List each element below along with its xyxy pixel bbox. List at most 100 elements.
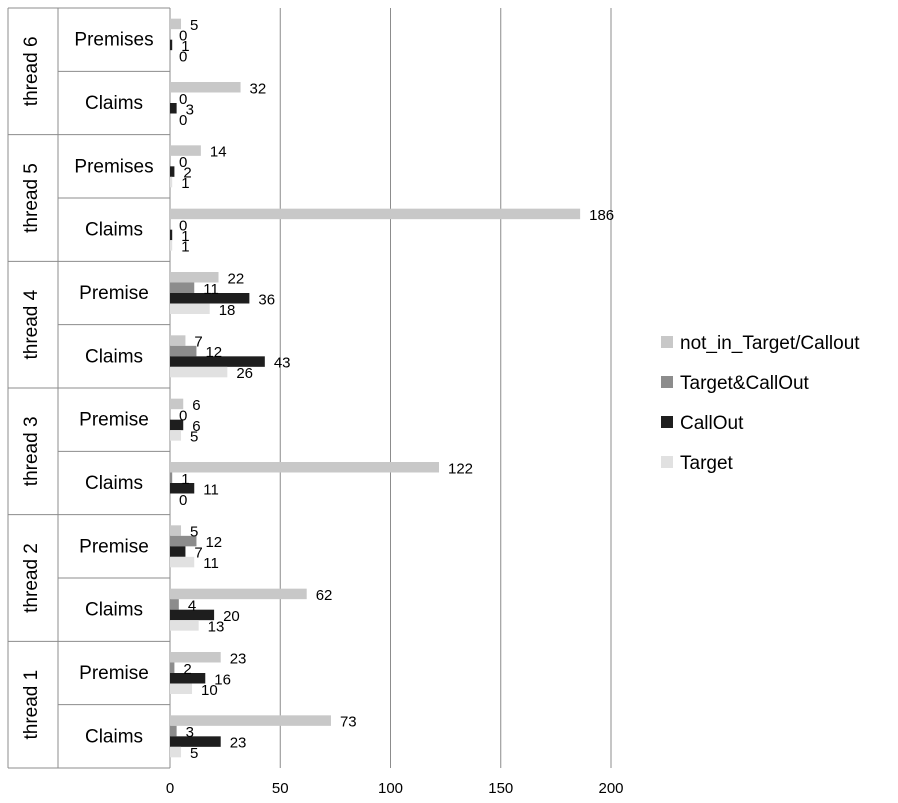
bar xyxy=(170,673,206,684)
data-label: 7 xyxy=(194,334,202,351)
data-label: 16 xyxy=(214,671,231,688)
category-axis-frame xyxy=(7,7,171,769)
bar xyxy=(170,272,219,283)
bar xyxy=(170,525,182,536)
bar xyxy=(170,282,195,293)
data-label: 0 xyxy=(179,91,187,108)
data-label: 20 xyxy=(223,608,240,625)
data-label: 12 xyxy=(205,344,222,361)
legend-label: Target&CallOut xyxy=(680,373,810,394)
data-label: 3 xyxy=(186,724,194,741)
bar xyxy=(170,652,221,663)
data-label: 12 xyxy=(205,534,222,551)
data-label: 13 xyxy=(208,618,225,635)
legend: not_in_Target/Callout Target&CallOut CallO… xyxy=(661,333,860,474)
category-label: Claims xyxy=(85,726,143,747)
bar xyxy=(170,240,173,251)
bar xyxy=(170,609,215,621)
data-label: 5 xyxy=(190,428,198,445)
thread-label: thread 5 xyxy=(21,163,42,233)
data-label: 26 xyxy=(236,365,253,382)
bar xyxy=(170,620,199,631)
bar xyxy=(170,419,184,431)
data-label: 3 xyxy=(186,101,194,118)
bar xyxy=(170,662,175,673)
data-label: 1 xyxy=(181,38,189,55)
bar xyxy=(170,18,182,30)
data-label: 62 xyxy=(316,587,333,604)
data-label: 1 xyxy=(181,228,189,245)
thread-label: thread 3 xyxy=(21,416,42,486)
data-label: 0 xyxy=(179,27,187,44)
legend-label: CallOut xyxy=(680,413,744,434)
category-label: Claims xyxy=(85,220,143,241)
data-label: 32 xyxy=(250,80,267,97)
x-tick-label: 150 xyxy=(488,780,513,797)
bar xyxy=(170,746,182,758)
bar xyxy=(170,176,173,188)
data-label: 14 xyxy=(210,144,227,161)
data-label: 6 xyxy=(192,397,200,414)
category-label: Premise xyxy=(79,663,149,684)
legend-swatch xyxy=(661,376,673,388)
category-label: Claims xyxy=(85,473,143,494)
bar xyxy=(170,103,177,114)
data-label: 0 xyxy=(179,217,187,234)
x-tick-label: 200 xyxy=(598,780,623,797)
bar xyxy=(170,715,331,726)
bar xyxy=(170,208,581,220)
category-label: Claims xyxy=(85,346,143,367)
data-label: 6 xyxy=(192,418,200,435)
data-label: 23 xyxy=(230,650,247,667)
data-label: 73 xyxy=(340,714,357,731)
bars xyxy=(170,18,581,758)
data-label: 0 xyxy=(179,407,187,424)
bar xyxy=(170,588,307,600)
category-label: Claims xyxy=(85,93,143,114)
thread-label: thread 2 xyxy=(21,543,42,613)
data-label: 2 xyxy=(183,661,191,678)
bar xyxy=(170,430,182,441)
bar xyxy=(170,556,195,568)
bar xyxy=(170,398,184,410)
category-label: Premises xyxy=(74,30,153,51)
bar xyxy=(170,725,177,737)
gridlines xyxy=(279,8,612,768)
bar xyxy=(170,356,265,367)
data-label: 1 xyxy=(181,238,189,255)
data-label: 7 xyxy=(194,545,202,562)
legend-label: Target xyxy=(680,453,734,474)
bar xyxy=(170,145,201,156)
data-label: 11 xyxy=(203,555,219,572)
data-label: 18 xyxy=(219,302,236,319)
bar xyxy=(170,483,195,494)
category-label: Premise xyxy=(79,536,149,557)
bar xyxy=(170,683,193,694)
data-label: 5 xyxy=(190,745,198,762)
thread-label: thread 4 xyxy=(21,289,42,359)
bar xyxy=(170,462,440,473)
data-label: 4 xyxy=(188,597,196,614)
data-label: 5 xyxy=(190,17,198,34)
data-label: 10 xyxy=(201,682,218,699)
bar xyxy=(170,345,197,357)
legend-swatch xyxy=(661,456,673,468)
bar xyxy=(170,736,221,747)
category-label: Premise xyxy=(79,283,149,304)
bar xyxy=(170,229,173,241)
data-label: 36 xyxy=(258,291,275,308)
data-label: 43 xyxy=(274,355,291,372)
x-tick-label: 0 xyxy=(166,780,174,797)
data-label: 1 xyxy=(181,175,189,192)
bar xyxy=(170,546,186,557)
data-labels: 5010320301402118601122113618712432660651… xyxy=(179,17,614,762)
data-label: 11 xyxy=(203,481,219,498)
x-tick-label: 50 xyxy=(272,780,289,797)
bar xyxy=(170,535,197,547)
data-label: 0 xyxy=(179,48,187,65)
data-label: 0 xyxy=(179,154,187,171)
data-label: 11 xyxy=(203,281,219,298)
bar xyxy=(170,303,210,314)
data-label: 23 xyxy=(230,735,247,752)
bar xyxy=(170,82,241,93)
